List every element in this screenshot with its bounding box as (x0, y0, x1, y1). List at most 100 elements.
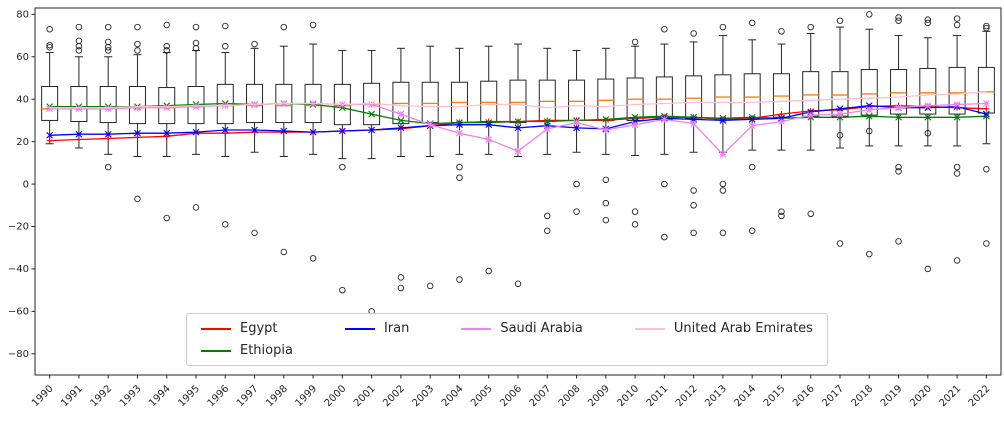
x-tick-label: 2015 (762, 383, 788, 409)
legend-label-uae: United Arab Emirates (673, 321, 813, 336)
x-tick-label: 2016 (791, 383, 817, 409)
outlier-point (748, 163, 756, 171)
outlier-point (75, 47, 83, 54)
marker (338, 127, 346, 135)
outlier-point (924, 16, 932, 23)
outlier-point (690, 229, 697, 237)
marker (485, 121, 493, 129)
outlier-point (134, 40, 141, 48)
outlier-point (924, 19, 932, 27)
outlier-point (983, 22, 990, 30)
marker (397, 117, 405, 124)
outlier-point (602, 199, 610, 207)
marker (338, 104, 346, 112)
x-tick-label: 2006 (498, 383, 524, 409)
outlier-point (514, 280, 522, 288)
outlier-point (807, 210, 814, 218)
marker (748, 115, 756, 123)
outlier-point (983, 165, 990, 173)
y-tick-label: 0 (23, 179, 29, 190)
box-2008 (568, 79, 586, 121)
outlier-point (309, 255, 317, 262)
outlier-point (280, 23, 288, 31)
legend-item-ethiopia: Ethiopia (201, 343, 293, 358)
outlier-point (456, 174, 463, 181)
x-tick-label: 2000 (323, 383, 349, 409)
legend: Egypt Ethiopia Iran Saudi Arabia United … (186, 313, 828, 366)
outlier-point (983, 24, 990, 32)
marker (192, 128, 200, 136)
marker (953, 113, 961, 121)
marker (982, 110, 990, 118)
marker (865, 112, 873, 120)
outlier-point (192, 39, 200, 47)
x-tick-label: 2018 (850, 383, 876, 409)
outlier-point (339, 286, 346, 294)
ethiopia-line-swatch (201, 349, 231, 352)
box-2020 (919, 67, 937, 115)
outlier-point (222, 221, 229, 228)
outlier-point (631, 38, 639, 46)
outlier-point (953, 15, 961, 22)
marker (514, 124, 522, 132)
marker (982, 112, 990, 120)
marker (807, 108, 815, 116)
outlier-point (75, 42, 83, 50)
marker (836, 113, 844, 121)
x-tick-label: 1992 (89, 383, 115, 409)
outlier-point (690, 30, 697, 37)
legend-item-saudi-arabia: Saudi Arabia (461, 321, 583, 336)
x-tick-label: 2008 (557, 383, 583, 409)
box-2006 (509, 79, 527, 124)
uae-line-swatch (634, 327, 665, 330)
outlier-point (280, 248, 288, 256)
x-tick-label: 2019 (879, 383, 905, 409)
x-tick-label: 2012 (674, 383, 700, 409)
y-tick-label: −80 (8, 349, 29, 360)
box-1997 (246, 83, 264, 124)
outlier-point (426, 282, 434, 290)
outlier-point (895, 163, 902, 171)
outlier-point (251, 229, 258, 237)
x-tick-label: 2022 (967, 383, 993, 409)
outlier-point (719, 180, 727, 188)
marker (46, 131, 54, 139)
x-tick-label: 2004 (440, 383, 466, 409)
marker (134, 129, 141, 137)
outlier-point (602, 176, 610, 184)
outlier-point (895, 17, 902, 24)
outlier-point (75, 23, 83, 31)
x-tick-label: 2011 (645, 383, 671, 409)
outlier-point (719, 229, 727, 237)
legend-label-iran: Iran (383, 321, 410, 336)
outlier-point (544, 212, 551, 220)
outlier-point (836, 17, 844, 24)
outlier-point (661, 233, 668, 241)
x-tick-label: 2003 (411, 383, 437, 409)
outlier-point (895, 238, 902, 245)
box-1993 (128, 85, 146, 125)
outlier-point (953, 257, 961, 264)
marker (280, 127, 288, 135)
outlier-point (163, 21, 170, 29)
outlier-point (456, 276, 463, 283)
outlier-point (661, 180, 668, 188)
x-tick-label: 2001 (352, 383, 378, 409)
x-tick-label: 2014 (733, 383, 759, 409)
egypt-line-swatch (201, 327, 231, 330)
outlier-point (748, 227, 756, 234)
x-tick-label: 1997 (235, 383, 261, 409)
box-2019 (890, 69, 908, 115)
legend-label-saudi-arabia: Saudi Arabia (500, 321, 583, 336)
box-2005 (480, 80, 498, 122)
outlier-point (983, 240, 990, 247)
marker (924, 113, 932, 121)
marker (368, 126, 376, 134)
outlier-point (456, 163, 463, 171)
x-tick-label: 1998 (264, 383, 290, 409)
legend-label-egypt: Egypt (240, 321, 278, 336)
legend-item-uae: United Arab Emirates (634, 321, 813, 336)
outlier-point (104, 23, 112, 31)
